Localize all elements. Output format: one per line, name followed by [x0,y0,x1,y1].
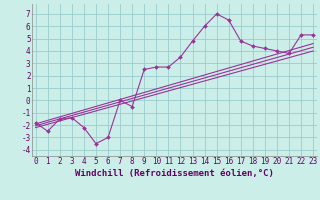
X-axis label: Windchill (Refroidissement éolien,°C): Windchill (Refroidissement éolien,°C) [75,169,274,178]
